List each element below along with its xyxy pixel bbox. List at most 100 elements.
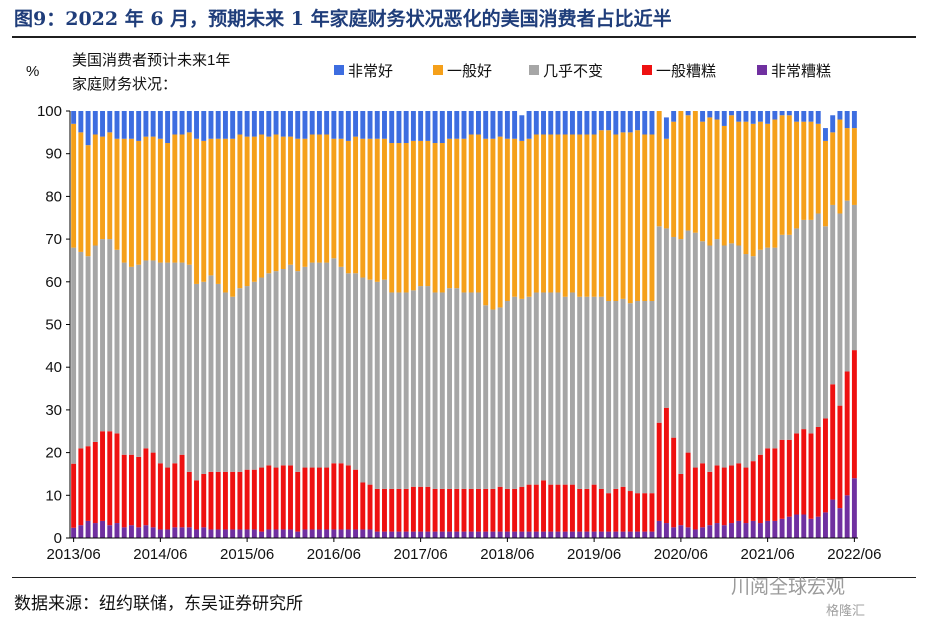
bar-segment-very-good <box>208 111 214 139</box>
bar-segment-somewhat-bad <box>577 488 583 532</box>
bar-segment-somewhat-good <box>302 138 308 267</box>
bar-segment-somewhat-good <box>844 128 850 201</box>
legend-label-somewhat-bad: 一般糟糕 <box>656 63 716 80</box>
bar-segment-very-good <box>533 111 539 135</box>
bar-segment-very-good <box>483 111 489 139</box>
bar-segment-very-bad <box>331 529 337 538</box>
bar-segment-same <box>757 249 763 455</box>
bar-segment-same <box>562 296 568 485</box>
y-tick-label: 80 <box>45 188 62 205</box>
bar-segment-somewhat-good <box>490 138 496 310</box>
bar-segment-somewhat-good <box>512 138 518 297</box>
bar-segment-same <box>410 290 416 487</box>
bar-segment-very-bad <box>136 527 142 538</box>
bar-segment-very-bad <box>526 531 532 538</box>
bar-segment-very-good <box>779 111 785 116</box>
bar-segment-somewhat-good <box>230 138 236 297</box>
x-tick-label: 2021/06 <box>741 546 795 563</box>
bar-segment-somewhat-good <box>577 134 583 297</box>
bar-segment-very-bad <box>194 529 199 538</box>
bar-segment-somewhat-good <box>331 138 337 259</box>
bar-segment-somewhat-bad <box>280 465 286 530</box>
bar-segment-same <box>678 239 684 474</box>
bar-segment-somewhat-bad <box>772 448 778 521</box>
bar-segment-somewhat-bad <box>555 484 561 532</box>
bar-segment-same <box>837 213 843 406</box>
bar-segment-somewhat-bad <box>439 488 445 532</box>
bar-segment-very-good <box>237 111 243 135</box>
bar-segment-same <box>157 262 163 464</box>
bar-segment-somewhat-bad <box>851 350 857 479</box>
bar-segment-very-bad <box>165 529 171 538</box>
bar-segment-very-good <box>78 111 84 133</box>
bar-segment-very-bad <box>244 529 250 538</box>
bar-segment-very-good <box>729 111 734 116</box>
bar-segment-very-good <box>569 111 575 135</box>
bar-segment-very-bad <box>548 531 554 538</box>
bar-segment-same <box>345 273 351 466</box>
bar-segment-very-bad <box>779 518 785 538</box>
bar-segment-somewhat-good <box>454 138 460 289</box>
bar-segment-very-bad <box>823 512 828 538</box>
bar-segment-somewhat-bad <box>476 488 481 532</box>
bar-segment-very-bad <box>114 523 120 538</box>
bar-segment-somewhat-good <box>92 134 98 246</box>
bar-segment-somewhat-bad <box>830 384 836 500</box>
bar-segment-somewhat-bad <box>338 463 344 530</box>
bar-segment-very-bad <box>71 527 77 538</box>
bar-segment-somewhat-bad <box>403 488 409 532</box>
bar-segment-somewhat-good <box>237 134 243 289</box>
bar-segment-same <box>338 266 344 464</box>
bar-segment-very-bad <box>410 531 416 538</box>
bar-segment-somewhat-good <box>743 121 749 255</box>
bar-segment-same <box>830 204 836 385</box>
bar-segment-very-bad <box>757 523 763 538</box>
bar-segment-somewhat-bad <box>779 439 785 519</box>
bar-segment-somewhat-bad <box>259 467 265 532</box>
bar-segment-same <box>85 256 91 447</box>
bar-segment-very-good <box>389 111 395 144</box>
bar-segment-very-bad <box>353 529 359 538</box>
bar-segment-very-bad <box>555 531 561 538</box>
bar-segment-very-good <box>714 111 720 120</box>
bar-segment-somewhat-bad <box>548 484 554 532</box>
bar-segment-somewhat-good <box>569 134 575 293</box>
bar-segment-very-bad <box>707 525 713 538</box>
bar-segment-same <box>439 292 445 489</box>
bar-segment-same <box>324 262 330 468</box>
legend: 非常好 一般好 几乎不变 一般糟糕 非常糟糕 <box>334 63 831 80</box>
bar-segment-very-good <box>302 111 308 139</box>
bar-segment-somewhat-good <box>201 140 207 282</box>
bar-segment-very-good <box>331 111 337 139</box>
bar-segment-somewhat-bad <box>584 488 590 532</box>
bar-segment-very-good <box>815 111 821 124</box>
bar-segment-very-good <box>439 111 445 144</box>
bar-segment-somewhat-bad <box>765 448 771 521</box>
bar-segment-somewhat-good <box>244 136 250 287</box>
bar-segment-somewhat-bad <box>685 452 691 528</box>
bar-segment-very-good <box>772 111 778 120</box>
bar-segment-somewhat-bad <box>215 471 221 530</box>
bar-segment-somewhat-good <box>121 138 127 263</box>
bar-segment-same <box>613 301 619 489</box>
bar-segment-somewhat-good <box>541 134 546 293</box>
bar-segment-same <box>179 262 185 455</box>
bar-segment-same <box>360 277 366 483</box>
bar-segment-same <box>512 296 518 489</box>
bar-segment-somewhat-bad <box>136 456 142 528</box>
bar-segment-somewhat-bad <box>150 452 156 528</box>
bar-segment-very-good <box>85 111 91 146</box>
bar-segment-very-good <box>808 111 814 122</box>
bar-segment-very-good <box>794 111 800 122</box>
bar-segment-very-good <box>201 111 207 141</box>
bar-segment-very-bad <box>815 516 821 538</box>
bar-segment-very-bad <box>201 527 207 538</box>
bar-segment-same <box>772 247 778 449</box>
bar-segment-same <box>591 296 597 485</box>
bar-segment-somewhat-bad <box>801 429 807 515</box>
bar-segment-somewhat-good <box>685 115 691 231</box>
bar-segment-somewhat-good <box>808 121 814 220</box>
bar-segment-very-good <box>215 111 221 139</box>
bar-segment-very-good <box>497 111 503 137</box>
bar-segment-very-good <box>685 111 691 116</box>
